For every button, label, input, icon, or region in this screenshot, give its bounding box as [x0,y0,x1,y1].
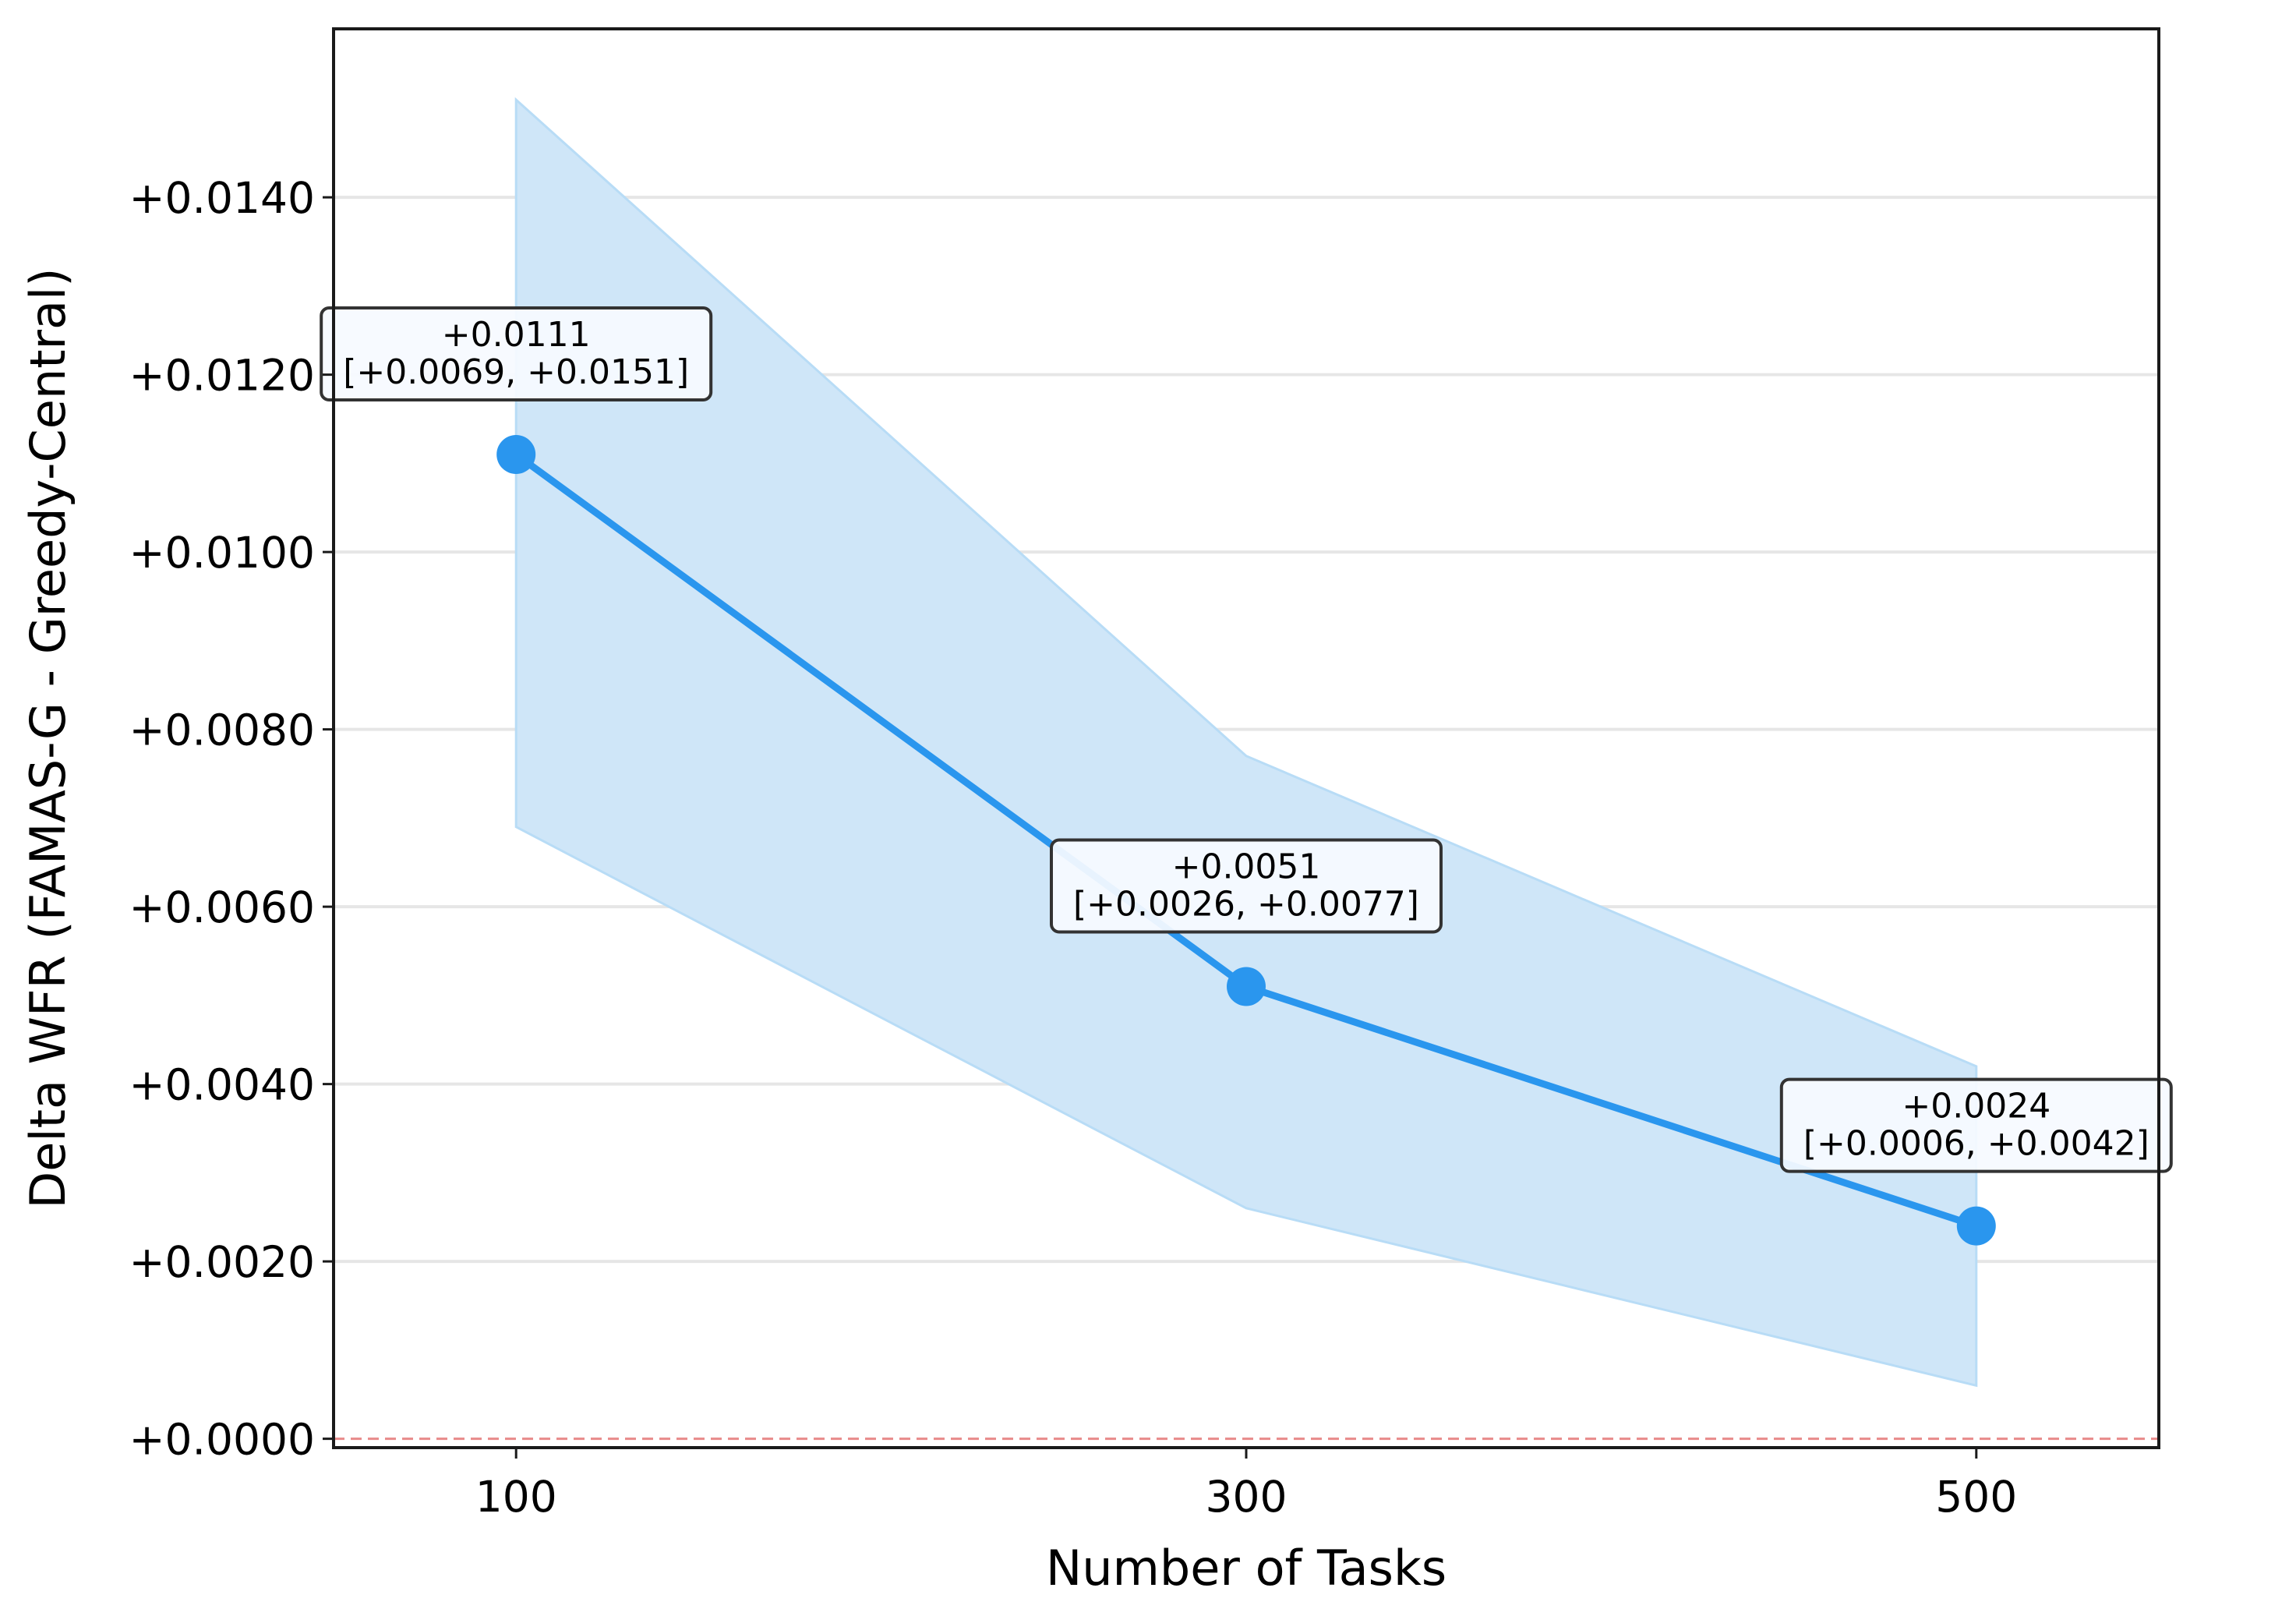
data-point [1227,967,1266,1006]
y-tick-label: +0.0000 [129,1415,315,1465]
data-point [1956,1206,1996,1246]
x-tick-label: 500 [1935,1472,2017,1522]
x-tick-label: 300 [1206,1472,1288,1522]
y-tick-label: +0.0040 [129,1060,315,1110]
confidence-band-layer [514,97,1978,1388]
data-point [496,435,536,474]
y-tick-label: +0.0060 [129,882,315,932]
value-annotation-box [1050,838,1443,934]
value-annotation-mean: +0.0024 [1902,1087,2051,1126]
confidence-band [514,97,1978,1388]
x-tick-label: 100 [475,1472,557,1522]
value-annotation-box [1779,1077,2173,1173]
y-axis-label: Delta WFR (FAMAS-G - Greedy-Central) [19,268,76,1209]
x-axis-ticks: 100 300 500 [475,1448,2017,1522]
value-annotation-mean: +0.0111 [442,315,591,355]
y-axis-ticks: +0.0000 +0.0020 +0.0040 +0.0060 +0.0080 +0.01… [129,173,334,1465]
annotation-layer: +0.0111[+0.0069, +0.0151] +0.0051[+0.0026… [320,306,2173,1173]
data-point-layer [496,435,1996,1246]
y-tick-label: +0.0140 [129,173,315,223]
x-axis-label: Number of Tasks [1046,1540,1446,1597]
value-annotation-ci: [+0.0006, +0.0042] [1803,1124,2149,1164]
value-annotation-box [320,306,713,401]
value-annotation-ci: [+0.0069, +0.0151] [343,352,689,392]
y-tick-label: +0.0080 [129,705,315,755]
y-tick-label: +0.0100 [129,528,315,578]
y-tick-label: +0.0120 [129,351,315,401]
value-annotation-mean: +0.0051 [1172,847,1321,887]
value-annotation-ci: [+0.0026, +0.0077] [1073,885,1419,925]
y-tick-label: +0.0020 [129,1237,315,1287]
